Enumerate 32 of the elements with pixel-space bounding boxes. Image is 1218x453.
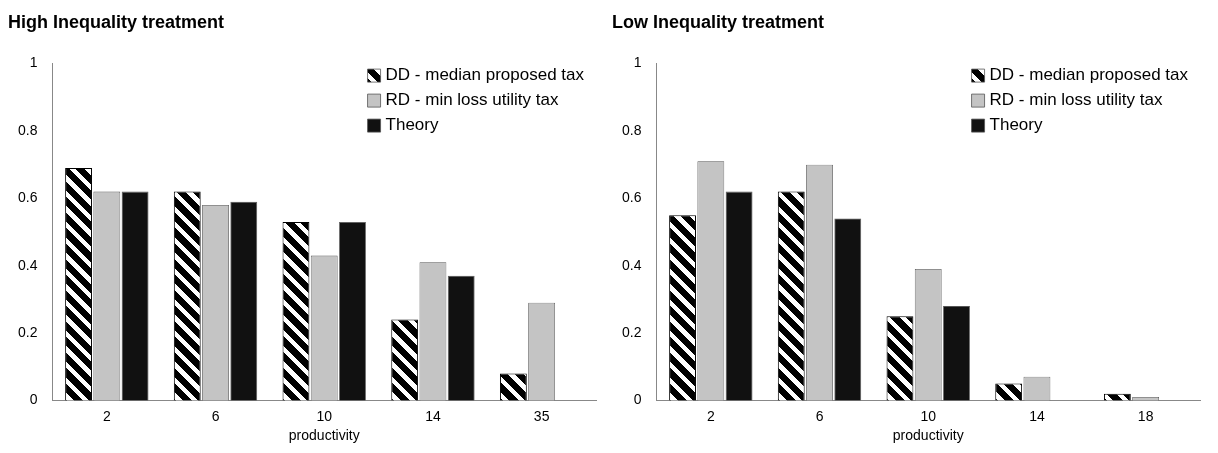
y-tick-label: 0 <box>29 391 38 408</box>
x-tick-label: 2 <box>706 407 715 424</box>
y-tick-label: 0.6 <box>17 189 38 206</box>
x-tick-label: 35 <box>533 407 550 424</box>
x-tick-label: 18 <box>1137 407 1154 424</box>
legend-label: DD - median proposed tax <box>385 65 585 85</box>
legend-label: DD - median proposed tax <box>989 65 1189 85</box>
y-tick-label: 0 <box>633 391 642 408</box>
legend-label: Theory <box>385 115 439 135</box>
x-tick-label: 14 <box>1029 407 1045 424</box>
x-tick-label: 10 <box>316 407 333 424</box>
legend-label: Theory <box>989 115 1043 135</box>
y-tick-label: 0.6 <box>621 189 642 206</box>
x-tick-label: 2 <box>102 407 111 424</box>
y-tick-label: 0.4 <box>17 256 38 273</box>
legend-label: RD - min loss utility tax <box>989 90 1163 110</box>
x-axis-title: productivity <box>892 427 964 444</box>
y-tick-label: 0.4 <box>621 256 642 273</box>
x-axis-title: productivity <box>288 427 360 444</box>
x-tick-label: 14 <box>425 407 441 424</box>
x-tick-label: 6 <box>815 407 824 424</box>
y-tick-label: 0.8 <box>621 121 642 138</box>
x-tick-label: 10 <box>920 407 937 424</box>
chart-title: Low Inequality treatment <box>612 11 825 32</box>
y-tick-label: 0.2 <box>621 323 642 340</box>
x-tick-label: 6 <box>211 407 220 424</box>
y-tick-label: 0.2 <box>17 323 38 340</box>
legend-label: RD - min loss utility tax <box>385 90 559 110</box>
y-tick-label: 1 <box>29 54 38 71</box>
chart-title: High Inequality treatment <box>8 11 225 32</box>
y-tick-label: 1 <box>633 54 642 71</box>
y-tick-label: 0.8 <box>17 121 38 138</box>
